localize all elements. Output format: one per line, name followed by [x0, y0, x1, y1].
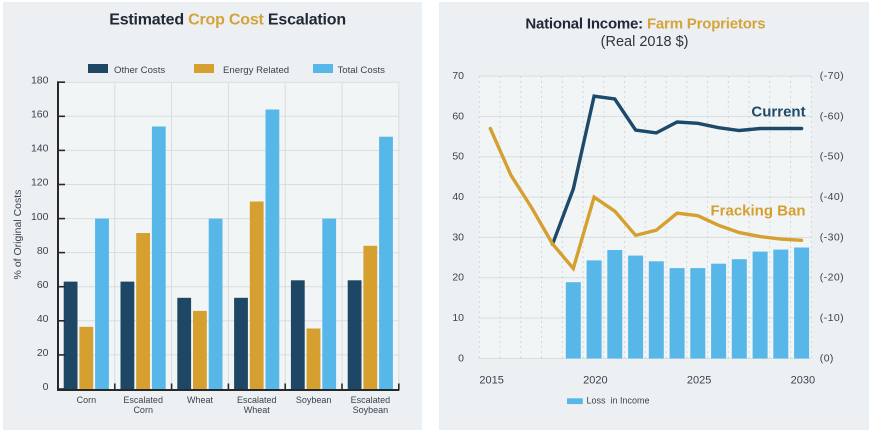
svg-text:% of Original Costs: % of Original Costs [12, 190, 24, 280]
svg-text:(-60): (-60) [820, 110, 844, 122]
svg-text:(-70): (-70) [820, 70, 844, 82]
svg-text:Escalated: Escalated [351, 395, 391, 405]
svg-text:10: 10 [452, 312, 464, 324]
svg-text:60: 60 [37, 279, 49, 291]
svg-text:Other Costs: Other Costs [114, 65, 165, 76]
svg-text:2030: 2030 [791, 374, 815, 386]
svg-text:70: 70 [452, 70, 464, 82]
svg-text:60: 60 [452, 110, 464, 122]
svg-text:2020: 2020 [583, 374, 607, 386]
svg-text:Escalated: Escalated [237, 395, 277, 405]
svg-text:(-20): (-20) [820, 272, 844, 284]
svg-text:30: 30 [452, 231, 464, 243]
svg-text:(-50): (-50) [820, 151, 844, 163]
svg-text:180: 180 [31, 74, 49, 86]
svg-text:160: 160 [31, 109, 49, 121]
svg-text:(0): (0) [820, 352, 834, 364]
svg-text:50: 50 [452, 151, 464, 163]
svg-text:80: 80 [37, 245, 49, 257]
svg-text:Fracking Ban: Fracking Ban [710, 203, 805, 220]
svg-text:Estimated Crop Cost Escalation: Estimated Crop Cost Escalation [109, 12, 346, 29]
svg-text:Current: Current [751, 103, 805, 120]
svg-text:Loss in Income: Loss in Income [587, 396, 650, 406]
svg-text:(-40): (-40) [820, 191, 844, 203]
svg-text:0: 0 [43, 381, 49, 393]
svg-text:Escalated: Escalated [123, 395, 163, 405]
svg-text:40: 40 [37, 313, 49, 325]
svg-text:Soybean: Soybean [296, 395, 332, 405]
svg-text:Wheat: Wheat [244, 405, 271, 415]
svg-text:120: 120 [31, 177, 49, 189]
svg-text:Wheat: Wheat [187, 395, 214, 405]
svg-text:Energy Related: Energy Related [223, 65, 289, 76]
svg-text:100: 100 [31, 211, 49, 223]
svg-text:0: 0 [458, 352, 464, 364]
svg-text:20: 20 [452, 272, 464, 284]
svg-text:(-30): (-30) [820, 231, 844, 243]
svg-text:Corn: Corn [133, 405, 153, 415]
svg-text:2015: 2015 [479, 374, 503, 386]
svg-text:140: 140 [31, 143, 49, 155]
svg-text:National Income: Farm Propriet: National Income: Farm Proprietors [525, 16, 765, 33]
svg-text:Corn: Corn [77, 395, 97, 405]
svg-text:Total Costs: Total Costs [338, 65, 386, 76]
svg-text:20: 20 [37, 347, 49, 359]
svg-text:2025: 2025 [687, 374, 711, 386]
svg-text:Soybean: Soybean [353, 405, 389, 415]
svg-text:(Real 2018 $): (Real 2018 $) [601, 34, 689, 50]
svg-text:(-10): (-10) [820, 312, 844, 324]
svg-text:40: 40 [452, 191, 464, 203]
